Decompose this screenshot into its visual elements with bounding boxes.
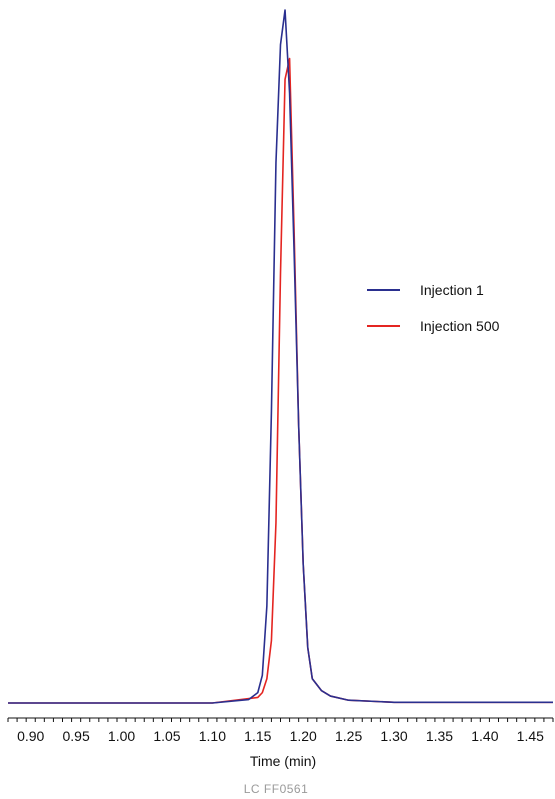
x-axis-title: Time (min) [250, 753, 316, 769]
x-tick-label: 1.35 [426, 728, 453, 744]
x-tick-label: 1.45 [517, 728, 544, 744]
x-tick-label: 1.20 [290, 728, 317, 744]
x-tick-label: 1.05 [153, 728, 180, 744]
x-tick-label: 1.10 [199, 728, 226, 744]
x-tick-label: 1.15 [244, 728, 271, 744]
x-axis-tick-labels: 0.90 0.95 1.00 1.05 1.10 1.15 1.20 1.25 1.30 1.35… [17, 728, 544, 744]
x-tick-label: 1.40 [471, 728, 498, 744]
series-line-injection-500 [8, 57, 553, 704]
legend: Injection 1 Injection 500 [367, 282, 500, 334]
x-tick-label: 1.30 [380, 728, 407, 744]
figure-code: LC FF0561 [244, 782, 309, 796]
plot-lines [8, 9, 553, 704]
x-tick-label: 0.90 [17, 728, 44, 744]
legend-label: Injection 1 [420, 282, 484, 298]
x-axis-ticks [7, 718, 554, 722]
x-tick-label: 0.95 [63, 728, 90, 744]
legend-label: Injection 500 [420, 318, 500, 334]
series-line-injection-1 [8, 9, 553, 704]
x-tick-label: 1.25 [335, 728, 362, 744]
x-tick-label: 1.00 [108, 728, 135, 744]
